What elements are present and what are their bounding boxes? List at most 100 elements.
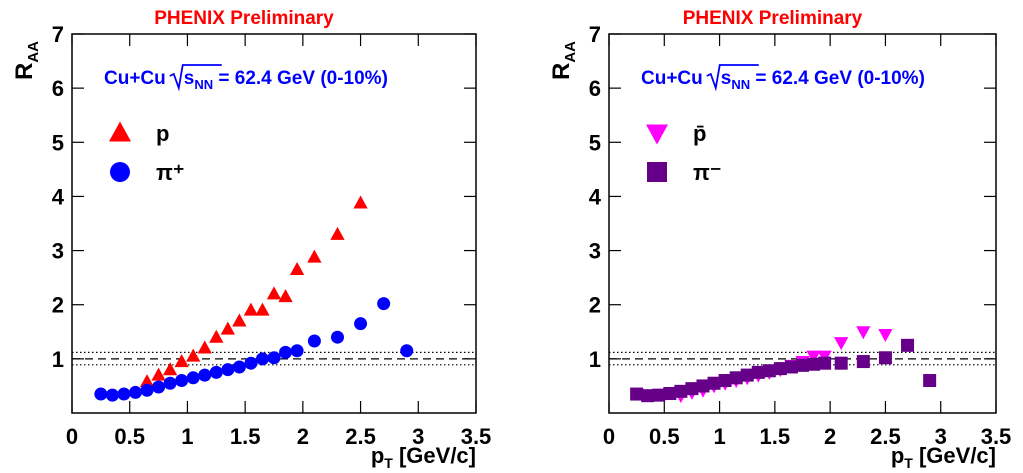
x-label-sub: T: [904, 455, 913, 471]
marker: [647, 162, 667, 182]
y-label-sub: AA: [25, 41, 42, 63]
marker: [796, 358, 809, 372]
marker: [674, 384, 688, 398]
marker: [923, 374, 937, 388]
annotation: sNN = 62.4 GeV (0-10%): [184, 68, 388, 92]
marker: [663, 387, 677, 401]
y-tick-label: 7: [52, 22, 64, 47]
marker: [630, 387, 644, 401]
marker: [696, 379, 710, 393]
sqrt-sign: [706, 64, 759, 92]
y-label-sub: AA: [562, 41, 579, 63]
y-tick-label: 5: [52, 130, 64, 155]
marker: [110, 162, 130, 182]
y-tick-label: 4: [52, 184, 65, 209]
marker: [186, 348, 201, 362]
marker: [807, 357, 821, 371]
x-tick-label: 1: [713, 424, 725, 449]
y-tick-label: 3: [52, 239, 64, 264]
x-tick-label: 2.5: [345, 424, 376, 449]
marker: [652, 388, 666, 402]
plot-frame: [608, 33, 997, 414]
y-tick-label: 7: [589, 22, 601, 47]
x-tick-label: 2.5: [870, 424, 901, 449]
marker: [162, 362, 178, 376]
x-tick-label: 1.5: [760, 424, 791, 449]
marker: [353, 195, 368, 209]
marker: [94, 387, 108, 401]
marker: [140, 383, 154, 397]
y-axis-label: RAA: [548, 41, 579, 80]
marker: [718, 374, 732, 388]
marker: [151, 367, 166, 381]
x-tick-label: 2: [824, 424, 836, 449]
marker: [784, 360, 798, 374]
marker: [330, 226, 345, 240]
marker: [307, 334, 321, 348]
plot-frame: [71, 33, 477, 414]
annotation: Cu+Cu: [641, 68, 703, 89]
legend-label: π⁺: [156, 160, 184, 185]
x-label-rest: [GeV/c]: [393, 443, 476, 468]
sqrt-sign: [169, 64, 222, 92]
annotation-rest: = 62.4 GeV (0-10%): [750, 68, 925, 89]
marker: [128, 385, 142, 399]
legend-label: π⁻: [693, 160, 721, 185]
y-tick-label: 1: [589, 347, 601, 372]
marker: [856, 326, 871, 340]
marker: [856, 355, 870, 369]
legend-label: p: [156, 121, 169, 146]
marker: [266, 286, 282, 300]
marker: [163, 376, 177, 390]
annotation: Cu+Cu: [104, 68, 166, 89]
legend-label: p̄: [693, 121, 706, 146]
marker: [834, 337, 849, 351]
chart-title: PHENIX Preliminary: [154, 8, 334, 29]
marker: [197, 340, 212, 354]
marker: [232, 360, 246, 374]
chart-title: PHENIX Preliminary: [683, 8, 863, 29]
marker: [834, 356, 848, 370]
x-axis-label: pT [GeV/c]: [371, 443, 476, 471]
marker: [232, 313, 247, 327]
marker: [289, 262, 305, 276]
marker: [255, 302, 270, 316]
y-label-main: R: [548, 63, 575, 80]
marker: [139, 374, 155, 388]
y-tick-label: 3: [589, 239, 601, 264]
marker: [377, 297, 391, 311]
x-axis-label: pT [GeV/c]: [891, 443, 996, 471]
x-tick-label: 0: [603, 424, 615, 449]
marker: [806, 350, 821, 364]
marker: [220, 321, 235, 335]
x-tick-label: 0: [66, 424, 78, 449]
x-label-main: p: [371, 443, 384, 468]
marker: [707, 376, 721, 390]
annotation-var: s: [721, 68, 732, 89]
y-tick-label: 2: [52, 293, 64, 318]
marker: [105, 388, 119, 402]
marker: [255, 352, 269, 366]
x-tick-label: 3.5: [461, 424, 492, 449]
y-tick-label: 4: [589, 184, 602, 209]
x-tick-label: 3: [935, 424, 947, 449]
marker: [267, 351, 281, 365]
marker: [221, 363, 235, 377]
marker: [901, 338, 915, 352]
marker: [290, 344, 304, 358]
marker: [175, 374, 189, 388]
marker: [186, 371, 200, 385]
annotation-rest: = 62.4 GeV (0-10%): [213, 68, 388, 89]
annotation-var: s: [184, 68, 195, 89]
marker: [278, 289, 293, 303]
marker: [243, 302, 259, 316]
marker: [878, 328, 893, 342]
x-tick-label: 0.5: [114, 424, 145, 449]
annotation-sub: NN: [194, 77, 213, 92]
marker: [174, 354, 189, 368]
y-tick-label: 6: [589, 76, 601, 101]
marker: [279, 345, 293, 359]
marker: [740, 368, 754, 382]
marker: [209, 329, 224, 343]
